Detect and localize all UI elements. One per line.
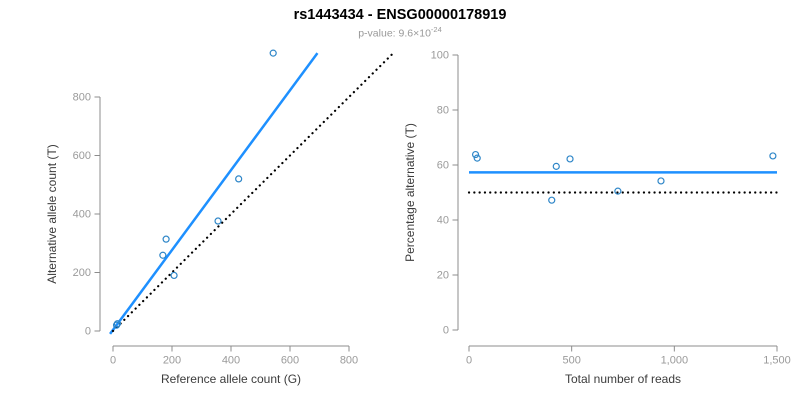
y-tick-label: 400 bbox=[73, 209, 91, 221]
identity-line bbox=[111, 53, 393, 333]
data-point bbox=[269, 49, 277, 57]
y-tick-label: 60 bbox=[437, 160, 449, 172]
data-point bbox=[214, 217, 222, 225]
x-axis-title: Total number of reads bbox=[565, 372, 681, 386]
x-tick-label: 0 bbox=[466, 355, 472, 367]
x-tick-label: 800 bbox=[340, 355, 358, 367]
x-tick-label: 400 bbox=[222, 355, 240, 367]
y-tick-label: 800 bbox=[73, 92, 91, 104]
y-tick-label: 100 bbox=[431, 50, 449, 62]
x-axis-title: Reference allele count (G) bbox=[161, 372, 301, 386]
x-tick-label: 1,500 bbox=[763, 355, 791, 367]
x-tick-label: 200 bbox=[163, 355, 181, 367]
data-point bbox=[162, 235, 170, 243]
y-tick-label: 80 bbox=[437, 105, 449, 117]
pvalue-label: p-value: bbox=[358, 27, 399, 40]
y-tick-label: 200 bbox=[73, 267, 91, 279]
data-point bbox=[159, 251, 167, 259]
pvalue-value: 9.6×10 bbox=[398, 27, 431, 40]
data-point bbox=[657, 177, 665, 185]
plot-title: rs1443434 - ENSG00000178919 bbox=[293, 7, 507, 23]
data-point bbox=[614, 187, 622, 195]
data-point bbox=[552, 162, 560, 170]
data-point bbox=[473, 154, 481, 162]
x-tick-label: 1,000 bbox=[661, 355, 689, 367]
data-point bbox=[235, 175, 243, 183]
x-tick-label: 500 bbox=[562, 355, 580, 367]
y-tick-label: 600 bbox=[73, 150, 91, 162]
data-point bbox=[471, 150, 480, 159]
y-tick-label: 0 bbox=[85, 326, 91, 338]
pvalue-exponent: -24 bbox=[430, 25, 442, 34]
plot-subtitle: p-value: 9.6×10-24 bbox=[0, 25, 800, 40]
data-point bbox=[566, 155, 574, 163]
data-point bbox=[113, 320, 122, 328]
regression-line bbox=[109, 52, 319, 335]
y-tick-label: 20 bbox=[437, 270, 449, 282]
y-axis-title: Percentage alternative (T) bbox=[403, 123, 417, 262]
data-point bbox=[548, 196, 556, 204]
y-tick-label: 40 bbox=[437, 215, 449, 227]
x-tick-label: 0 bbox=[110, 355, 116, 367]
data-point bbox=[170, 271, 178, 280]
y-tick-label: 0 bbox=[443, 325, 449, 337]
y-axis-title: Alternative allele count (T) bbox=[45, 144, 59, 283]
x-tick-label: 600 bbox=[281, 355, 299, 367]
data-point bbox=[769, 152, 777, 160]
